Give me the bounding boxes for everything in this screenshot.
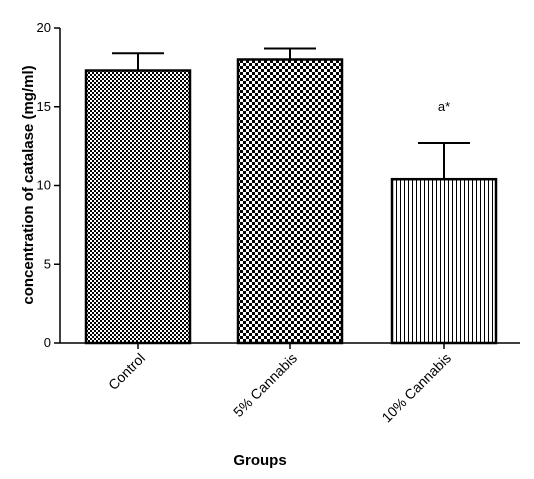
y-tick-label: 5 [44, 256, 51, 271]
y-ticks: 0 5 10 15 20 [37, 20, 60, 350]
y-axis-title: concentration of catalase (mg/ml) [20, 65, 37, 304]
y-tick-label: 0 [44, 335, 51, 350]
category-label-5-cannabis: 5% Cannabis [230, 350, 300, 420]
bars: a* [84, 47, 498, 345]
y-tick-label: 10 [37, 178, 51, 193]
x-axis-title: Groups [233, 452, 286, 469]
y-tick-label: 20 [37, 20, 51, 35]
significance-annotation: a* [438, 99, 450, 114]
bar-5-cannabis [236, 58, 344, 345]
bar-10-cannabis [390, 177, 498, 345]
category-labels: Control 5% Cannabis 10% Cannabis [105, 343, 454, 426]
category-label-10-cannabis: 10% Cannabis [378, 350, 454, 426]
category-label-control: Control [105, 350, 148, 393]
y-tick-label: 15 [37, 99, 51, 114]
bar-control [84, 69, 192, 345]
